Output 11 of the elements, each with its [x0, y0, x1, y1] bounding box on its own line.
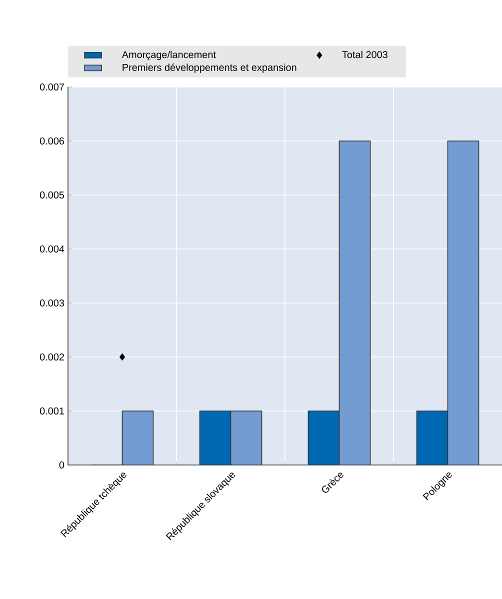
- y-tick-label: 0.004: [40, 245, 64, 253]
- legend-label: Total 2003: [342, 50, 388, 58]
- y-tick-label: 0: [59, 461, 64, 469]
- y-tick-label: 0.001: [40, 407, 64, 415]
- y-tick-label: 0.003: [40, 299, 64, 307]
- y-tick-label: 0.007: [40, 83, 64, 91]
- y-tick-label: 0.002: [40, 353, 64, 361]
- legend-label: Amorçage/lancement: [122, 50, 216, 60]
- legend-label: Premiers développements et expansion: [122, 64, 296, 73]
- y-tick-label: 0.006: [40, 137, 64, 145]
- y-tick-label: 0.005: [40, 191, 64, 199]
